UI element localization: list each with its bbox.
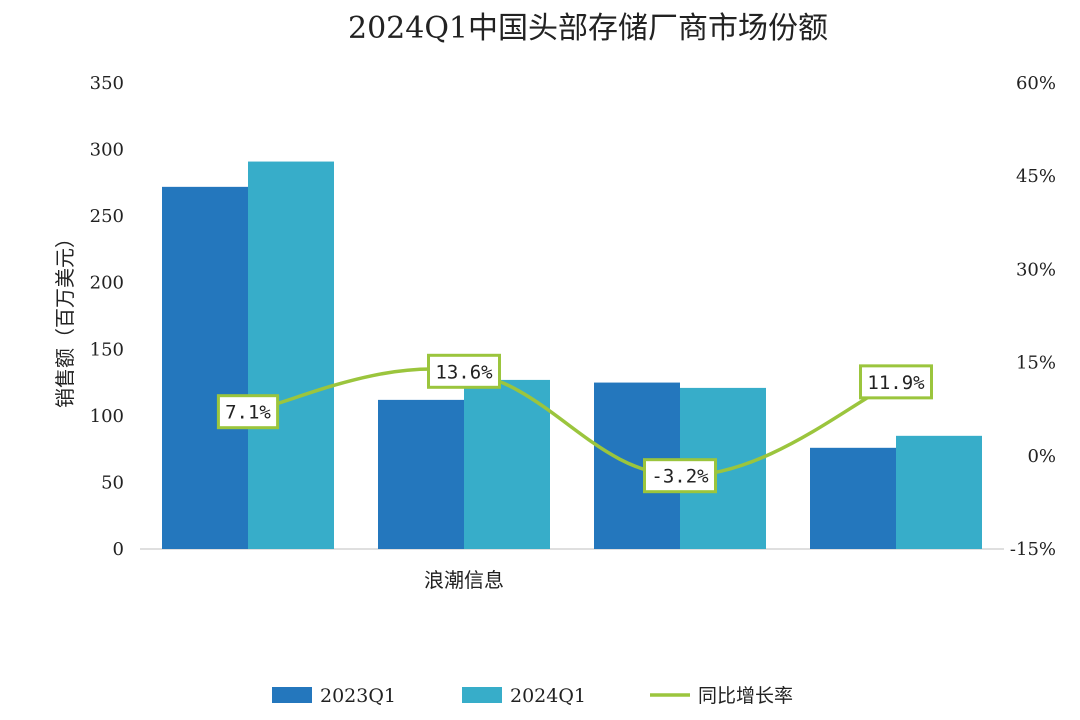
y-axis-ticks: 0 50 100 150 200 250 300 350	[90, 73, 124, 560]
growth-data-label: 11.9%	[867, 372, 925, 394]
y-axis-label: 销售额（百万美元）	[53, 228, 77, 408]
y2-axis-ticks: -15% 0% 15% 30% 45% 60%	[1010, 73, 1056, 560]
chart-title: 2024Q1中国头部存储厂商市场份额	[348, 11, 828, 46]
y-tick-label: 150	[90, 339, 124, 360]
y2-tick-label: 15%	[1016, 353, 1056, 374]
growth-data-label: -3.2%	[651, 466, 709, 488]
growth-line: 7.1% 13.6% -3.2% 11.9%	[216, 353, 933, 494]
growth-line-path	[247, 367, 897, 478]
y-tick-label: 100	[90, 406, 124, 427]
bar-2023Q1-1	[162, 186, 248, 549]
growth-label-box	[427, 353, 501, 389]
bar-2024Q1-2	[464, 379, 550, 549]
bar-2023Q1-2	[378, 399, 464, 549]
legend-swatch-2024Q1	[462, 687, 502, 703]
growth-label-box	[859, 364, 933, 400]
y-tick-label: 350	[90, 73, 124, 94]
y2-tick-label: 0%	[1027, 446, 1056, 467]
y-tick-label: 50	[101, 472, 124, 493]
y2-tick-label: 45%	[1016, 166, 1056, 187]
x-axis-categories: 浪潮信息	[424, 568, 504, 592]
y2-tick-label: 30%	[1016, 259, 1056, 280]
legend-swatch-2023Q1	[272, 687, 312, 703]
legend-label: 2023Q1	[320, 685, 396, 707]
y2-tick-label: -15%	[1010, 539, 1056, 560]
bar-2024Q1-4	[896, 435, 982, 549]
growth-label-box	[216, 394, 280, 430]
legend-label: 同比增长率	[698, 685, 793, 707]
y-tick-label: 0	[113, 539, 124, 560]
legend-label: 2024Q1	[510, 685, 586, 707]
y-tick-label: 300	[90, 140, 124, 161]
bar-2023Q1-4	[810, 447, 896, 549]
legend: 2023Q1 2024Q1 同比增长率	[272, 685, 793, 707]
growth-data-label: 7.1%	[225, 402, 271, 424]
growth-label-box	[643, 458, 717, 494]
growth-data-label: 13.6%	[435, 361, 493, 383]
bars	[162, 161, 982, 549]
y2-tick-label: 60%	[1016, 73, 1056, 94]
y-tick-label: 250	[90, 206, 124, 227]
bar-2024Q1-1	[248, 161, 334, 549]
y-tick-label: 200	[90, 273, 124, 294]
x-category-label: 浪潮信息	[424, 568, 504, 592]
